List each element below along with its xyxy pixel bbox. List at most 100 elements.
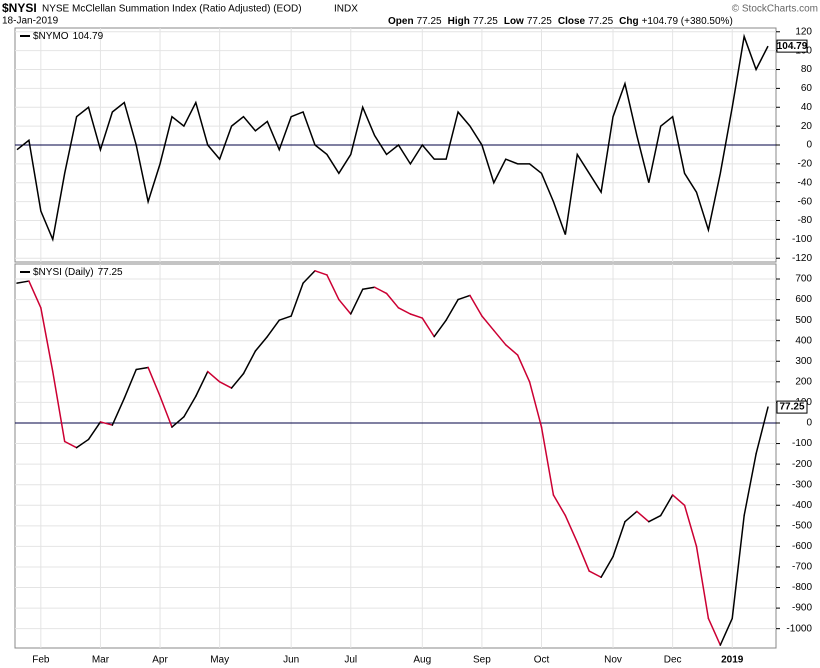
legend-value: 104.79 [73,31,104,42]
line-segment [87,421,102,441]
quote-label: Open [388,16,414,27]
y-tick-label: -600 [792,541,812,552]
line-segment [218,381,233,389]
quote-label: Low [504,16,524,27]
line-segment [338,298,352,315]
line-segment [564,514,579,544]
line-segment [493,329,507,346]
exchange: INDX [334,4,358,15]
y-tick-label: 60 [801,83,813,94]
value-box [776,400,808,414]
line-segment [731,514,745,620]
x-tick-label: Aug [413,655,431,666]
line-segment [659,494,674,517]
y-tick-label: 300 [795,356,812,367]
line-segment [457,294,471,301]
y-tick-label: 40 [801,102,813,113]
x-tick-label: Sep [473,655,491,666]
line-segment [230,372,245,389]
x-tick-label: Apr [152,655,168,666]
line-segment [75,438,90,449]
x-tick-label: May [210,655,229,666]
y-tick-label: 80 [801,64,813,75]
line-segment [99,421,114,426]
line-segment [600,555,614,578]
line-segment [528,381,543,428]
quote: Open 77.25 High 77.25 Low 77.25 Close 77.25 Chg +… [388,16,733,27]
date: 18-Jan-2019 [2,16,59,27]
quote-value: 77.25 [588,16,613,27]
line-segment [588,570,602,578]
y-tick-label: 400 [795,335,812,346]
value-box [776,39,808,53]
line-segment [159,395,173,428]
line-segment [707,617,722,646]
line-segment [373,286,388,295]
line-segment [743,453,757,517]
quote-value: 77.25 [473,16,498,27]
line-segment [183,395,197,418]
quote-value: 77.25 [527,16,552,27]
y-tick-label: -120 [792,253,812,264]
legend-value: 77.25 [98,267,123,278]
last-value: 104.79 [777,41,808,52]
x-tick-label: Feb [32,655,50,666]
symbol: $NYSI [2,1,37,15]
line-segment [242,350,257,375]
line-segment [516,354,531,383]
line-segment [254,335,269,352]
quote-value: 77.25 [417,16,442,27]
line-segment [52,370,66,443]
line-segment [206,370,221,383]
line-segment [504,344,519,356]
line-segment [445,298,459,321]
legend: $NYSI (Daily) 77.25 [33,267,123,278]
line-segment [350,288,364,315]
y-tick-label: -80 [798,215,813,226]
line-segment [171,416,185,428]
y-tick-label: -300 [792,479,812,490]
y-tick-label: 500 [795,315,812,326]
x-tick-label: Oct [534,655,550,666]
y-tick-label: -20 [798,159,813,170]
x-tick-label: Jun [283,655,299,666]
line-segment [63,440,78,449]
line-segment [683,504,698,548]
x-tick-label: Mar [92,655,110,666]
quote-label: High [448,16,470,27]
y-tick-label: -100 [792,234,812,245]
line-segment [111,397,126,426]
line-segment [576,541,590,572]
y-tick-label: -800 [792,582,812,593]
line-segment [266,319,281,338]
y-tick-label: 700 [795,274,812,285]
y-tick-label: 120 [795,26,812,37]
line-segment [361,286,376,291]
y-tick-label: -700 [792,562,812,573]
y-tick-label: 0 [806,418,812,429]
panel [14,263,777,649]
last-value: 77.25 [779,402,804,413]
line-segment [326,274,340,301]
y-tick-label: -60 [798,196,813,207]
line-segment [195,370,209,398]
line-segment [695,545,710,620]
y-tick-label: 600 [795,294,812,305]
line-segment [147,366,161,398]
line-segment [135,366,149,371]
line-segment [290,282,304,317]
line-segment [540,426,555,496]
y-tick-label: -200 [792,459,812,470]
line-segment [552,494,567,517]
line-segment [123,368,137,400]
y-tick-label: -40 [798,177,813,188]
line-segment [28,280,42,309]
y-tick-label: -900 [792,603,812,614]
y-tick-label: 0 [806,140,812,151]
line-segment [612,520,626,558]
line-segment [719,617,733,646]
line-segment [409,313,424,319]
line-segment [314,270,328,276]
line-segment [40,307,54,373]
legend-name: $NYSI (Daily) [33,267,94,278]
